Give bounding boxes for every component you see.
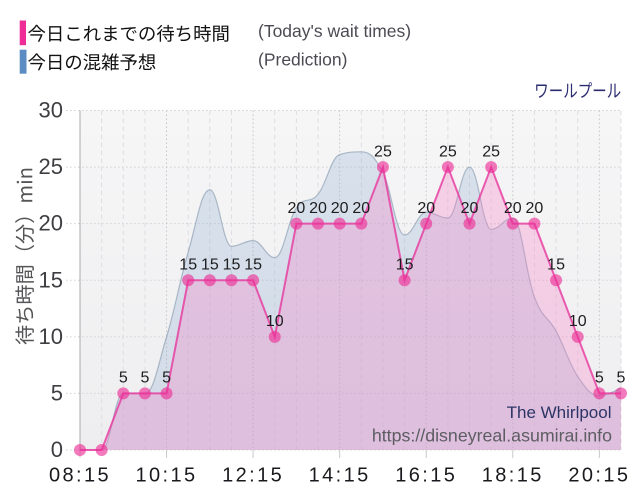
- data-point-marker: [74, 444, 86, 456]
- data-point-label: 15: [179, 256, 197, 273]
- data-point-marker: [182, 274, 195, 287]
- y-axis-tick-label: 20: [39, 211, 63, 236]
- x-axis-tick-label: 10:15: [136, 465, 198, 487]
- legend-swatch-prediction: [19, 49, 27, 74]
- data-point-marker: [485, 161, 498, 174]
- data-point-marker: [420, 217, 433, 230]
- data-point-marker: [117, 387, 130, 400]
- data-point-label: 10: [569, 313, 587, 330]
- wait-time-area: [80, 167, 621, 450]
- data-point-label: 10: [266, 313, 284, 330]
- data-point-label: 20: [461, 200, 479, 217]
- footer-annotations: The Whirlpool https://disneyreal.asumira…: [372, 403, 612, 445]
- data-point-marker: [441, 161, 454, 174]
- data-point-marker: [398, 274, 411, 287]
- data-point-label: 20: [352, 200, 370, 217]
- x-axis-tick-label: 12:15: [222, 465, 284, 487]
- x-axis-tick-label: 14:15: [309, 465, 371, 487]
- data-point-label: 20: [288, 200, 306, 217]
- data-point-marker: [95, 444, 108, 456]
- data-point-label: 25: [482, 143, 500, 160]
- data-point-label: 5: [119, 370, 128, 387]
- data-point-label: 5: [162, 370, 171, 387]
- data-point-label: 15: [547, 256, 565, 273]
- data-point-marker: [333, 217, 346, 230]
- data-point-label: 15: [201, 256, 219, 273]
- source-url: https://disneyreal.asumirai.info: [372, 425, 612, 445]
- data-point-marker: [160, 387, 173, 400]
- data-point-marker: [290, 217, 303, 230]
- legend-label-today-jp: [28, 24, 229, 42]
- attraction-title-en: The Whirlpool: [507, 403, 612, 422]
- data-point-label: 15: [396, 256, 414, 273]
- data-point-marker: [463, 217, 476, 230]
- data-point-label: 15: [223, 256, 241, 273]
- data-point-marker: [376, 161, 389, 174]
- data-point-label: 5: [617, 370, 626, 387]
- y-axis-tick-label: 0: [51, 437, 63, 462]
- prediction-area: [80, 151, 621, 450]
- data-point-label: 20: [331, 200, 349, 217]
- legend-label-prediction-en: (Prediction): [258, 49, 347, 69]
- data-point-marker: [247, 274, 260, 287]
- x-axis-tick-label: 20:15: [568, 465, 630, 487]
- series-areas: [80, 151, 621, 450]
- attraction-title-jp: [536, 82, 621, 98]
- axis-labels: 0 5 10 15 20 25 30 08:15 10:15 12:15 14:15 16:15 18:…: [39, 98, 630, 487]
- legend: (Today's wait times) (Prediction): [19, 20, 411, 74]
- data-point-label: 5: [140, 370, 149, 387]
- data-point-label: 20: [504, 200, 522, 217]
- x-axis-tick-label: 18:15: [482, 465, 544, 487]
- data-point-marker: [506, 217, 519, 230]
- data-point-label: 25: [374, 143, 392, 160]
- prediction-line: [80, 151, 621, 450]
- data-point-marker: [571, 330, 584, 343]
- y-axis-tick-label: 25: [39, 154, 63, 179]
- data-point-label: 20: [417, 200, 435, 217]
- x-axis-tick-label: 16:15: [395, 465, 457, 487]
- data-point-marker: [593, 387, 606, 400]
- data-point-marker: [312, 217, 325, 230]
- data-point-marker: [528, 217, 541, 230]
- series-markers: [74, 161, 627, 456]
- y-axis-title: [15, 168, 35, 345]
- legend-label-prediction-jp: [28, 53, 156, 71]
- data-point-marker: [355, 217, 368, 230]
- y-axis-tick-label: 10: [39, 324, 63, 349]
- y-axis-tick-label: 5: [51, 380, 63, 405]
- data-point-marker: [203, 274, 216, 287]
- data-point-marker: [268, 330, 281, 343]
- data-point-label: 25: [439, 143, 457, 160]
- y-axis-tick-label: 30: [39, 98, 63, 123]
- data-point-label: 5: [595, 370, 604, 387]
- data-point-label: 20: [309, 200, 327, 217]
- legend-label-today-en: (Today's wait times): [258, 21, 411, 41]
- legend-swatch-today: [19, 20, 26, 46]
- data-point-marker: [550, 274, 563, 287]
- data-point-marker: [138, 387, 151, 400]
- x-axis-tick-label: 08:15: [49, 465, 111, 487]
- data-point-marker: [225, 274, 238, 287]
- data-point-label: 20: [526, 200, 544, 217]
- y-axis-tick-label: 15: [39, 267, 63, 292]
- data-point-marker: [615, 387, 627, 400]
- data-point-label: 15: [244, 256, 262, 273]
